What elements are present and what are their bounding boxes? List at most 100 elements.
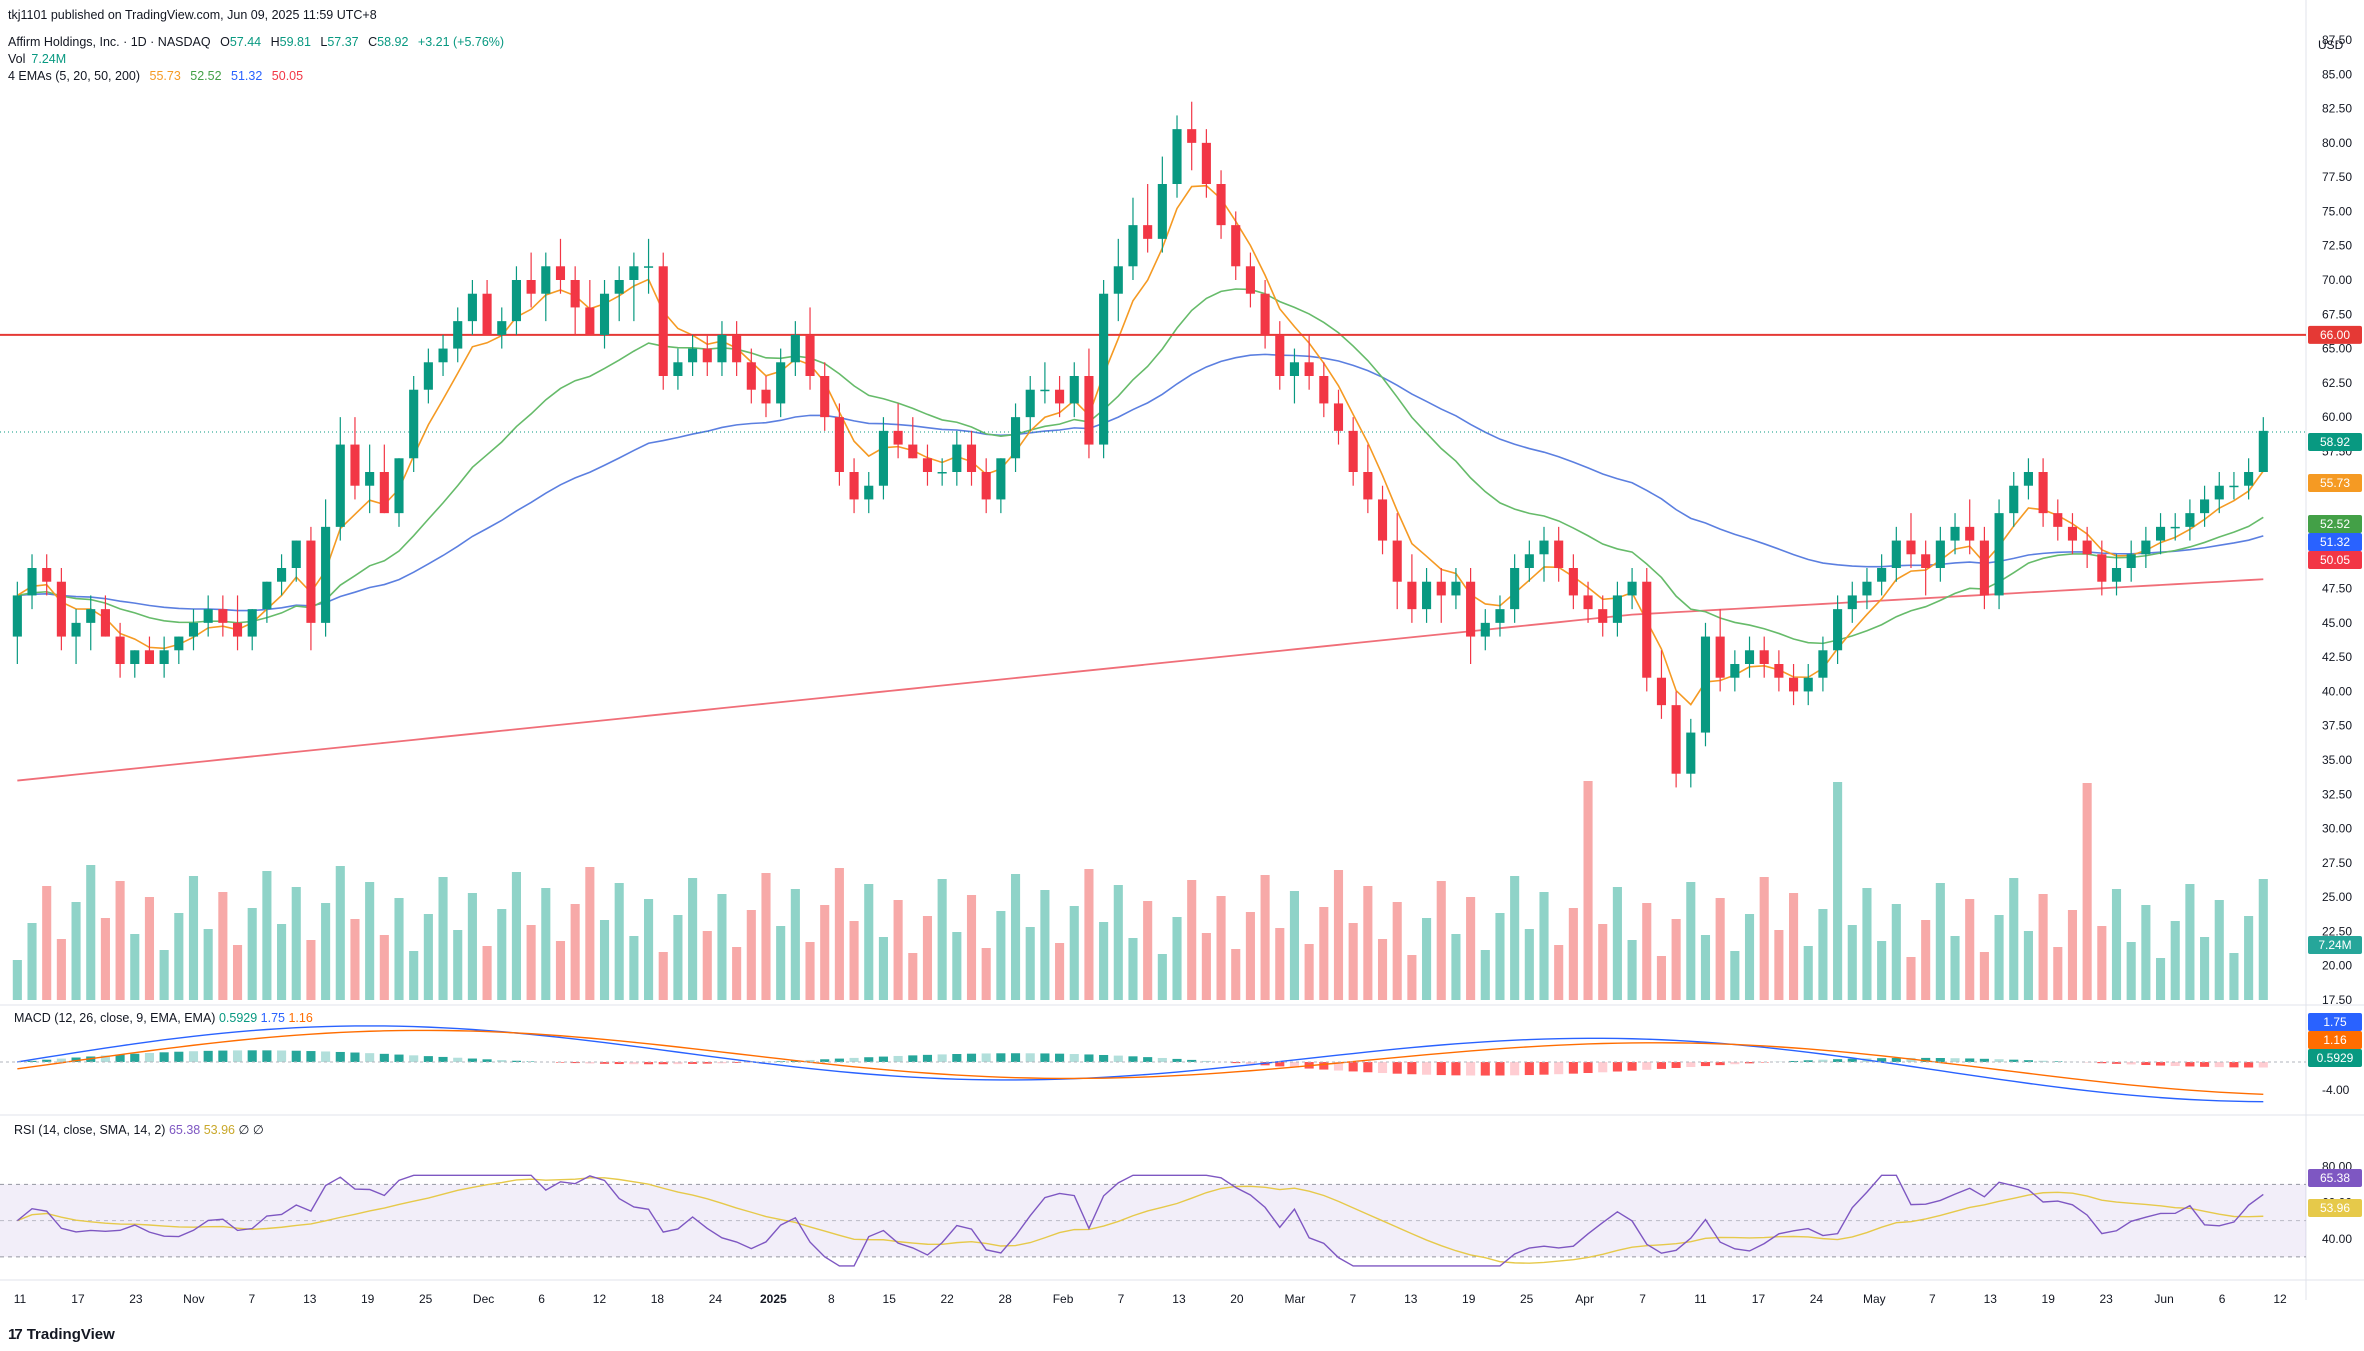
volume-bar — [1216, 896, 1226, 1000]
ema20-line — [17, 288, 2264, 645]
volume-bar — [1128, 938, 1138, 1000]
price-tick-label: 80.00 — [2322, 136, 2352, 150]
macd-hist-bar — [1392, 1062, 1402, 1074]
macd-hist-bar — [1994, 1059, 2004, 1062]
candle-body — [2141, 540, 2151, 555]
x-axis-label: 19 — [2042, 1292, 2056, 1306]
volume-bar — [115, 881, 125, 1000]
macd-hist-bar — [1187, 1059, 1197, 1062]
volume-bar — [130, 934, 140, 1000]
candle-body — [453, 321, 463, 349]
volume-bar — [350, 919, 360, 1000]
candle-body — [2155, 526, 2166, 541]
candle-body — [952, 444, 962, 472]
candle-body — [86, 609, 96, 623]
macd-legend[interactable]: MACD (12, 26, close, 9, EMA, EMA) 0.5929… — [14, 1011, 313, 1025]
volume-bar — [937, 879, 947, 1000]
volume-bar — [1568, 908, 1578, 1000]
macd-title: MACD (12, 26, close, 9, EMA, EMA) — [14, 1011, 216, 1025]
macd-hist-bar — [1466, 1062, 1476, 1076]
macd-hist-bar — [1363, 1062, 1373, 1073]
price-label: 58.92 — [2320, 435, 2350, 449]
candle-body — [291, 540, 301, 568]
macd-hist-bar — [1040, 1053, 1050, 1062]
price-tick-label: 82.50 — [2322, 102, 2352, 116]
price-tick-label: 42.50 — [2322, 650, 2352, 664]
tradingview-logo[interactable]: 17 TradingView — [8, 1326, 115, 1343]
candle-body — [1539, 540, 1549, 555]
volume-bar — [614, 883, 624, 1000]
symbol-legend[interactable]: Affirm Holdings, Inc. · 1D · NASDAQ O57.… — [8, 35, 510, 49]
volume-bar — [1803, 946, 1813, 1000]
volume-bar — [2141, 905, 2151, 1000]
volume-bar — [511, 872, 521, 1000]
price-label: 50.05 — [2320, 553, 2350, 567]
price-tick-label: 75.00 — [2322, 204, 2352, 218]
x-axis-label: 20 — [1230, 1292, 1244, 1306]
candle-body — [1847, 595, 1857, 610]
x-axis-label: Apr — [1575, 1292, 1594, 1306]
ema50-value: 51.32 — [231, 69, 263, 83]
macd-hist-bar — [1422, 1062, 1432, 1075]
volume-bar — [1730, 951, 1740, 1000]
volume-bar — [1099, 922, 1109, 1000]
macd-hist-bar — [629, 1062, 639, 1065]
rsi-band-lower: ∅ — [252, 1123, 264, 1137]
rsi-legend[interactable]: RSI (14, close, SMA, 14, 2) 65.38 53.96 … — [14, 1122, 264, 1137]
x-axis-label: 17 — [71, 1292, 85, 1306]
volume-legend[interactable]: Vol 7.24M — [8, 52, 72, 66]
candle-body — [188, 622, 199, 637]
volume-bar — [100, 918, 110, 1000]
candle-body — [1583, 595, 1593, 610]
candle-body — [2185, 513, 2195, 527]
volume-bar — [2200, 937, 2210, 1000]
candle-body — [467, 293, 477, 322]
volume-bar — [599, 920, 610, 1000]
macd-hist-bar — [1055, 1053, 1065, 1062]
price-tick-label: 30.00 — [2322, 822, 2352, 836]
volume-bar — [629, 936, 639, 1000]
macd-hist-bar — [438, 1056, 448, 1062]
candle-body — [585, 307, 595, 335]
volume-bar — [1422, 918, 1432, 1000]
volume-bar — [1979, 952, 1989, 1000]
price-label: 52.52 — [2320, 517, 2350, 531]
volume-bar — [2170, 921, 2180, 1000]
macd-hist-bar — [1627, 1062, 1637, 1071]
macd-hist-bar — [1818, 1059, 1828, 1062]
candle-body — [1143, 225, 1153, 239]
macd-hist-bar — [1847, 1058, 1857, 1062]
rsi-ma-value: 53.96 — [203, 1123, 235, 1137]
price-label-bg — [2308, 474, 2362, 492]
ema-legend[interactable]: 4 EMAs (5, 20, 50, 200) 55.73 52.52 51.3… — [8, 69, 309, 83]
macd-hist-bar — [1510, 1062, 1520, 1076]
candle-body — [849, 472, 859, 500]
macd-hist-bar — [1451, 1062, 1461, 1076]
volume-bar — [644, 899, 654, 1000]
x-axis-label: 25 — [1520, 1292, 1534, 1306]
rsi-band-upper: ∅ — [238, 1123, 250, 1137]
candle-body — [1715, 636, 1725, 678]
macd-hist-bar — [1113, 1055, 1123, 1062]
candle-body — [247, 609, 257, 637]
candle-body — [1642, 581, 1652, 678]
macd-hist-bar — [1568, 1062, 1578, 1074]
macd-hist-bar — [2082, 1062, 2092, 1063]
macd-hist-bar — [1495, 1062, 1505, 1076]
currency-label[interactable]: USD — [2318, 38, 2344, 52]
macd-hist-bar — [42, 1059, 52, 1062]
candle-body — [2097, 554, 2107, 582]
candle-body — [1348, 430, 1358, 472]
macd-hist-bar — [1539, 1062, 1549, 1075]
macd-hist-bar — [1744, 1062, 1755, 1064]
candle-body — [1172, 129, 1182, 184]
price-tick-label: 25.00 — [2322, 890, 2352, 904]
macd-hist-bar — [1803, 1060, 1813, 1062]
candle-body — [350, 444, 360, 486]
candle-body — [115, 636, 125, 664]
volume-bar — [27, 923, 37, 1000]
macd-hist-bar — [1069, 1054, 1079, 1062]
macd-hist-bar — [732, 1062, 742, 1063]
price-label: 7.24M — [2318, 938, 2351, 952]
